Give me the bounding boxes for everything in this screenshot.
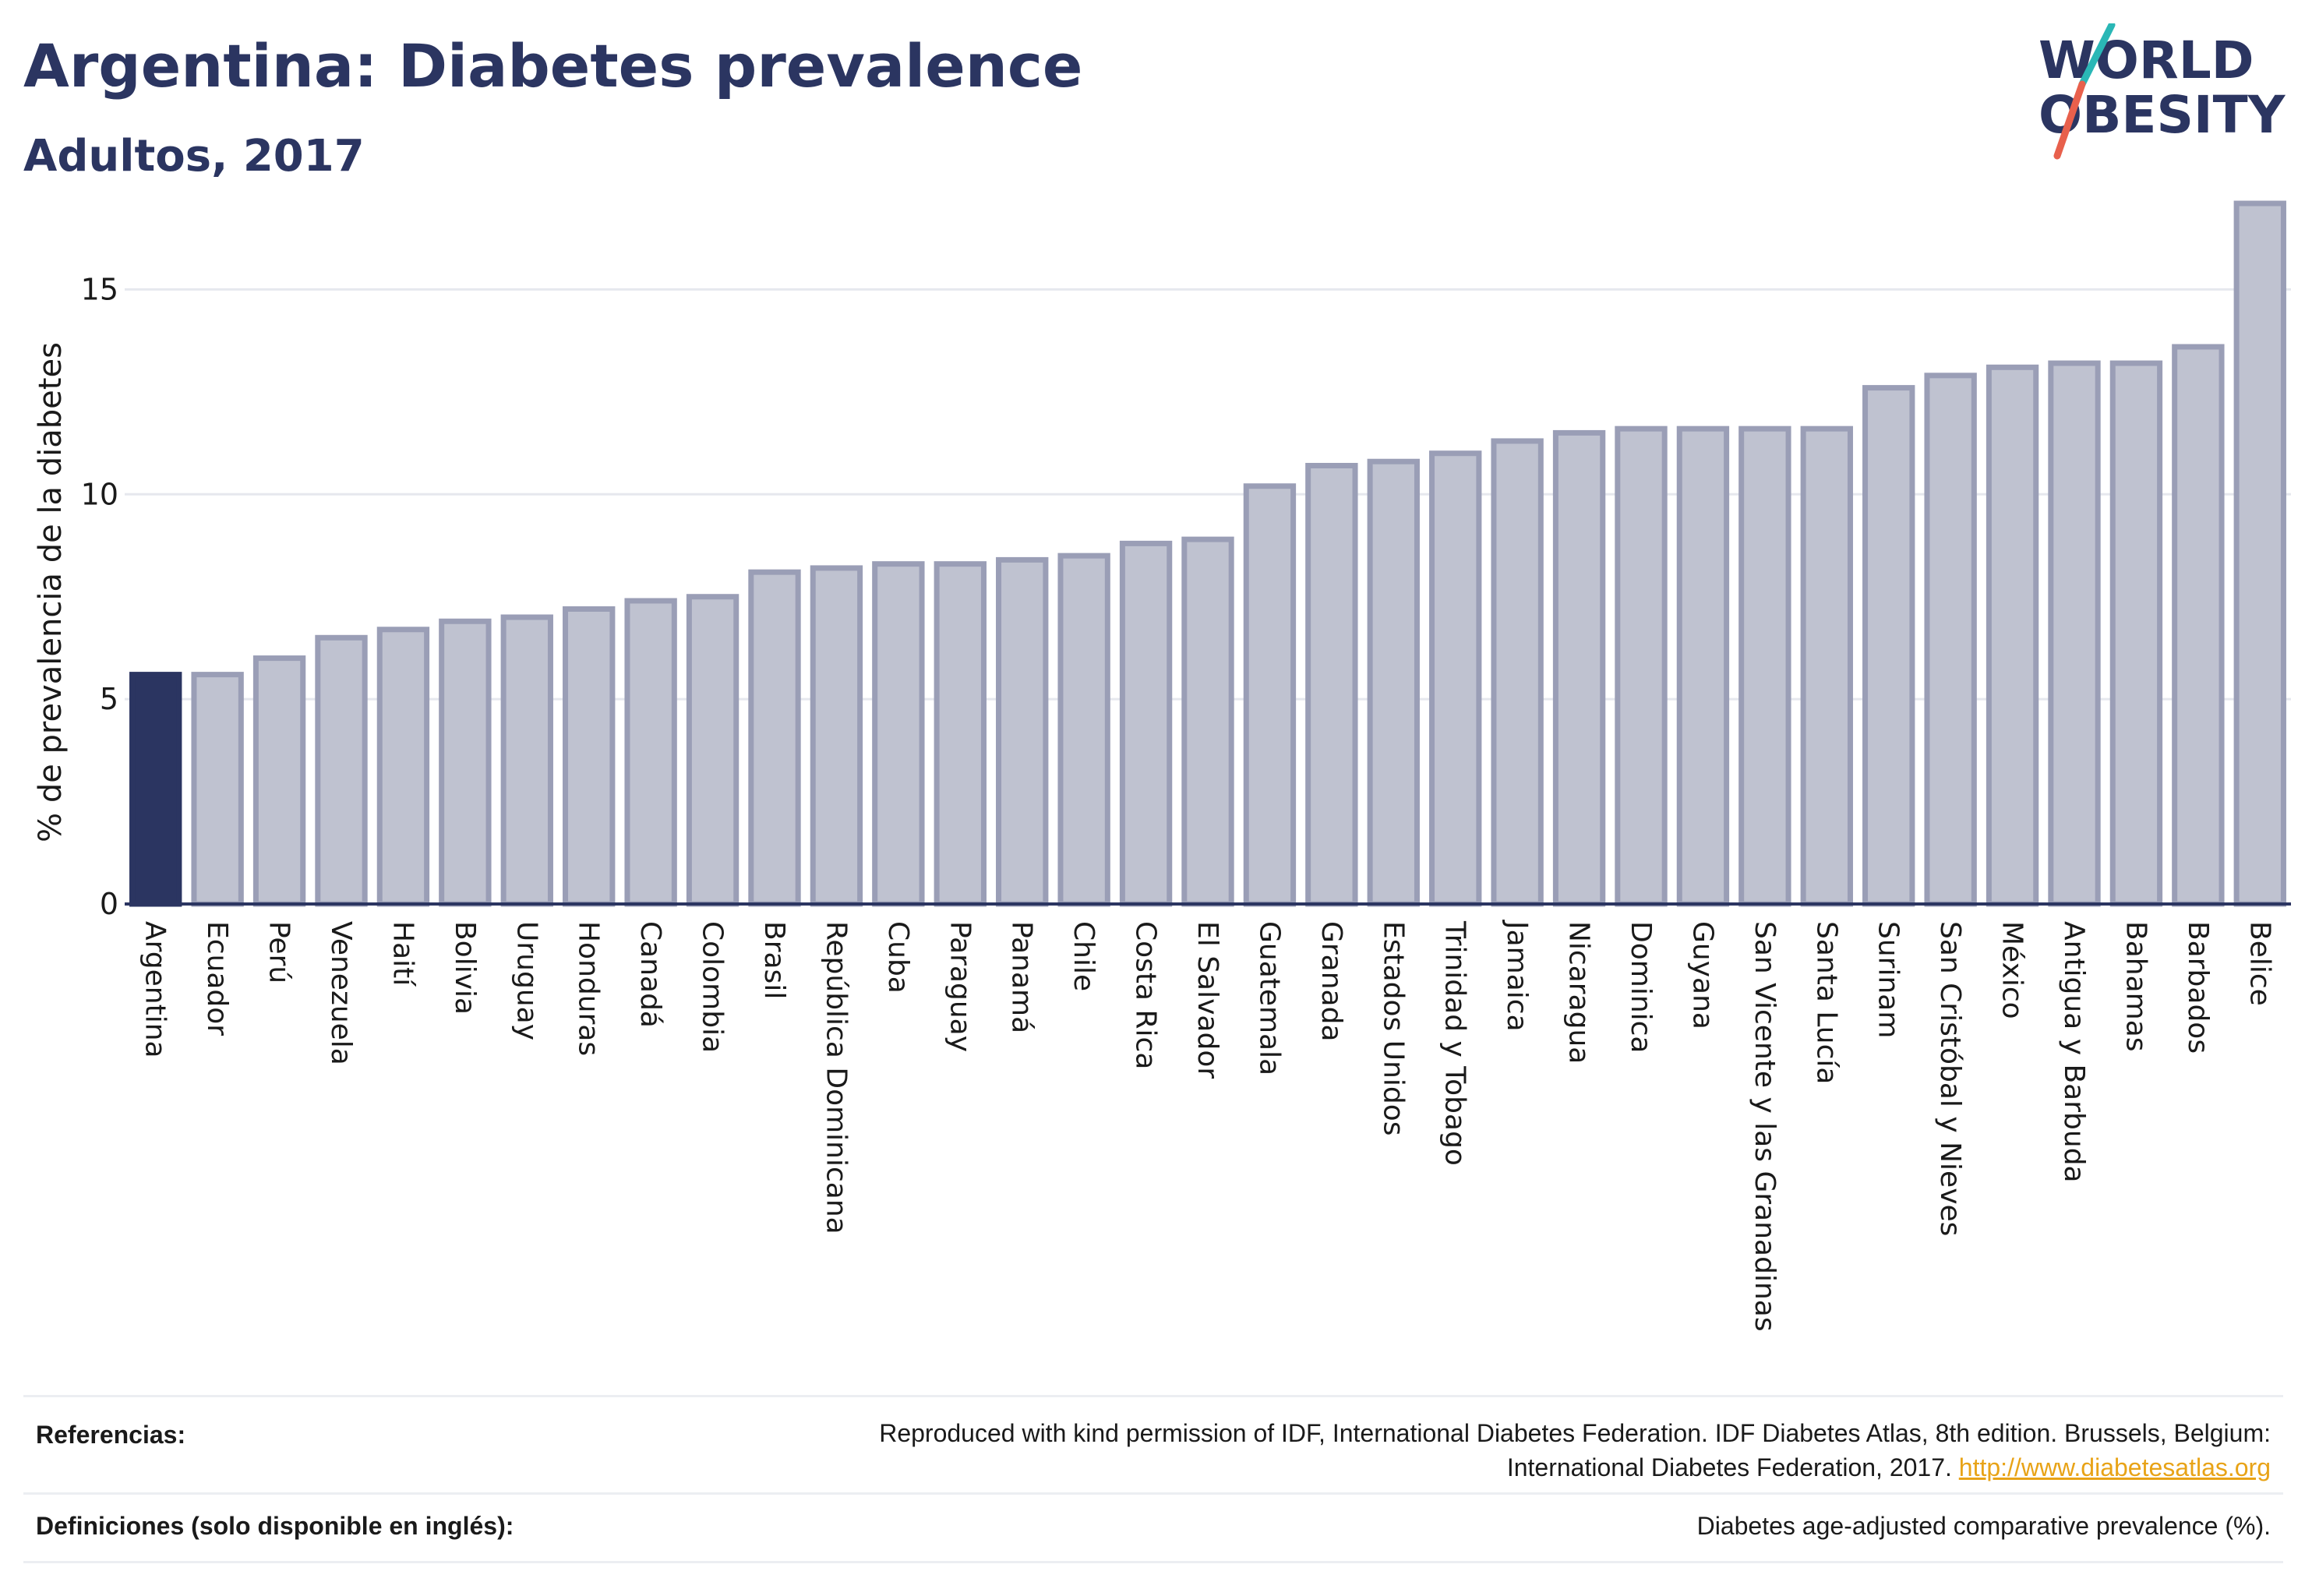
references-row: Referencias: Reproduced with kind permis… [23, 1395, 2283, 1491]
x-tick-label: Nicaragua [1563, 921, 1595, 1064]
y-tick-labels: 0 5 10 15 [81, 272, 118, 921]
x-tick-label: Jamaica [1501, 920, 1533, 1032]
x-tick-label: Antigua y Barbuda [2058, 921, 2090, 1183]
x-tick-label: Uruguay [510, 921, 542, 1040]
bar-canadá [624, 598, 677, 907]
bar-san-vicente-y-las-granadinas [1738, 425, 1791, 907]
bar-méxico [1986, 364, 2039, 907]
x-tick-label: Panamá [1006, 921, 1038, 1033]
y-tick-label: 5 [100, 682, 118, 716]
bar-cuba [872, 561, 925, 907]
x-tick-label: Granada [1315, 921, 1347, 1042]
bar-nicaragua [1552, 429, 1606, 907]
x-tick-label: Dominica [1625, 921, 1657, 1054]
x-tick-label: Argentina [139, 921, 171, 1058]
bar-trinidad-y-tobago [1429, 450, 1482, 907]
bar-surinam [1862, 385, 1915, 907]
y-tick-label: 10 [81, 477, 118, 511]
bar-san-cristóbal-y-nieves [1924, 373, 1977, 907]
bar-costa-rica [1119, 540, 1173, 907]
bar-granada [1305, 462, 1358, 907]
bar-honduras [563, 606, 616, 907]
logo-line1: WORLD [2038, 30, 2254, 90]
bar-jamaica [1491, 438, 1544, 907]
x-tick-label: Paraguay [944, 921, 976, 1052]
y-tick-label: 0 [100, 887, 118, 921]
bar-antigua-y-barbuda [2048, 360, 2101, 907]
bar-panamá [996, 556, 1049, 907]
x-tick-label: Bahamas [2120, 921, 2151, 1052]
bar-belice [2233, 200, 2286, 907]
y-axis-title: % de prevalencia de la diabetes [33, 342, 69, 842]
x-tick-label: Honduras [573, 921, 605, 1056]
x-tick-label: Costa Rica [1130, 921, 1162, 1069]
x-tick-label: Canadá [634, 921, 666, 1028]
x-tick-label: Guyana [1686, 921, 1718, 1029]
x-tick-label: Cuba [882, 921, 914, 994]
chart-subtitle: Adultos, 2017 [23, 131, 365, 182]
bar-santa-lucía [1800, 425, 1853, 907]
x-tick-label: Guatemala [1253, 921, 1285, 1075]
x-tick-label: Perú [263, 921, 295, 983]
bar-barbados [2172, 344, 2225, 907]
bar-bolivia [439, 618, 492, 907]
bar-ecuador [191, 672, 244, 907]
references-text: Reproduced with kind permission of IDF, … [879, 1416, 2271, 1485]
bar-el-salvador [1181, 536, 1234, 907]
bar-colombia [686, 594, 740, 907]
bar-venezuela [315, 634, 368, 907]
bar-república-dominicana [810, 565, 863, 907]
x-tick-label: El Salvador [1191, 921, 1223, 1079]
bar-uruguay [500, 614, 553, 907]
bar-argentina [129, 672, 182, 907]
x-tick-label: Brasil [758, 921, 790, 999]
x-tick-label: Colombia [697, 921, 729, 1053]
x-tick-label: Barbados [2182, 921, 2214, 1054]
bar-estados-unidos [1367, 458, 1420, 907]
definitions-label: Definiciones (solo disponible en inglés)… [36, 1512, 514, 1540]
references-line2-wrap: International Diabetes Federation, 2017.… [879, 1450, 2271, 1485]
x-tick-label: Haití [387, 921, 418, 987]
bar-chart: 0 5 10 15 Argentina Ecuador Perú Venezuela Hait… [33, 200, 2291, 1332]
x-tick-label: San Cristóbal y Nieves [1934, 921, 1966, 1236]
references-line1: Reproduced with kind permission of IDF, … [879, 1419, 2271, 1447]
x-tick-label: Ecuador [201, 921, 233, 1036]
y-tick-label: 15 [81, 272, 118, 306]
x-tick-label: San Vicente y las Granadinas [1749, 921, 1781, 1332]
x-tick-label: Trinidad y Tobago [1439, 920, 1471, 1166]
bar-perú [252, 655, 306, 907]
definitions-text: Diabetes age-adjusted comparative preval… [1696, 1512, 2271, 1540]
bar-haití [376, 627, 430, 907]
x-tick-labels: Argentina Ecuador Perú Venezuela Haití Bolivi… [139, 920, 2276, 1332]
logo-slash-coral [2053, 80, 2086, 160]
bars [129, 200, 2286, 907]
bar-guatemala [1243, 483, 1297, 907]
references-line2: International Diabetes Federation, 2017. [1506, 1453, 1952, 1481]
bar-brasil [748, 569, 801, 907]
x-tick-label: Venezuela [325, 921, 357, 1065]
x-tick-label: Belice [2243, 921, 2275, 1006]
x-tick-label: México [1996, 921, 2028, 1019]
bar-dominica [1615, 425, 1668, 907]
x-tick-label: Chile [1068, 921, 1100, 991]
bar-bahamas [2109, 360, 2163, 907]
x-tick-label: Estados Unidos [1377, 921, 1409, 1136]
x-tick-label: República Dominicana [820, 921, 852, 1234]
x-tick-label: Surinam [1873, 921, 1904, 1038]
bar-guyana [1676, 425, 1730, 907]
x-tick-label: Bolivia [449, 921, 481, 1015]
x-tick-label: Santa Lucía [1810, 921, 1842, 1084]
references-label: Referencias: [36, 1421, 186, 1449]
definitions-row: Definiciones (solo disponible en inglés)… [23, 1492, 2283, 1563]
references-link[interactable]: http://www.diabetesatlas.org [1958, 1453, 2271, 1481]
world-obesity-logo: WORLD OBESITY [2038, 23, 2286, 160]
chart-title: Argentina: Diabetes prevalence [23, 31, 1083, 101]
bar-paraguay [934, 561, 987, 907]
logo-slash-teal [2078, 23, 2116, 88]
bar-chile [1057, 553, 1110, 907]
